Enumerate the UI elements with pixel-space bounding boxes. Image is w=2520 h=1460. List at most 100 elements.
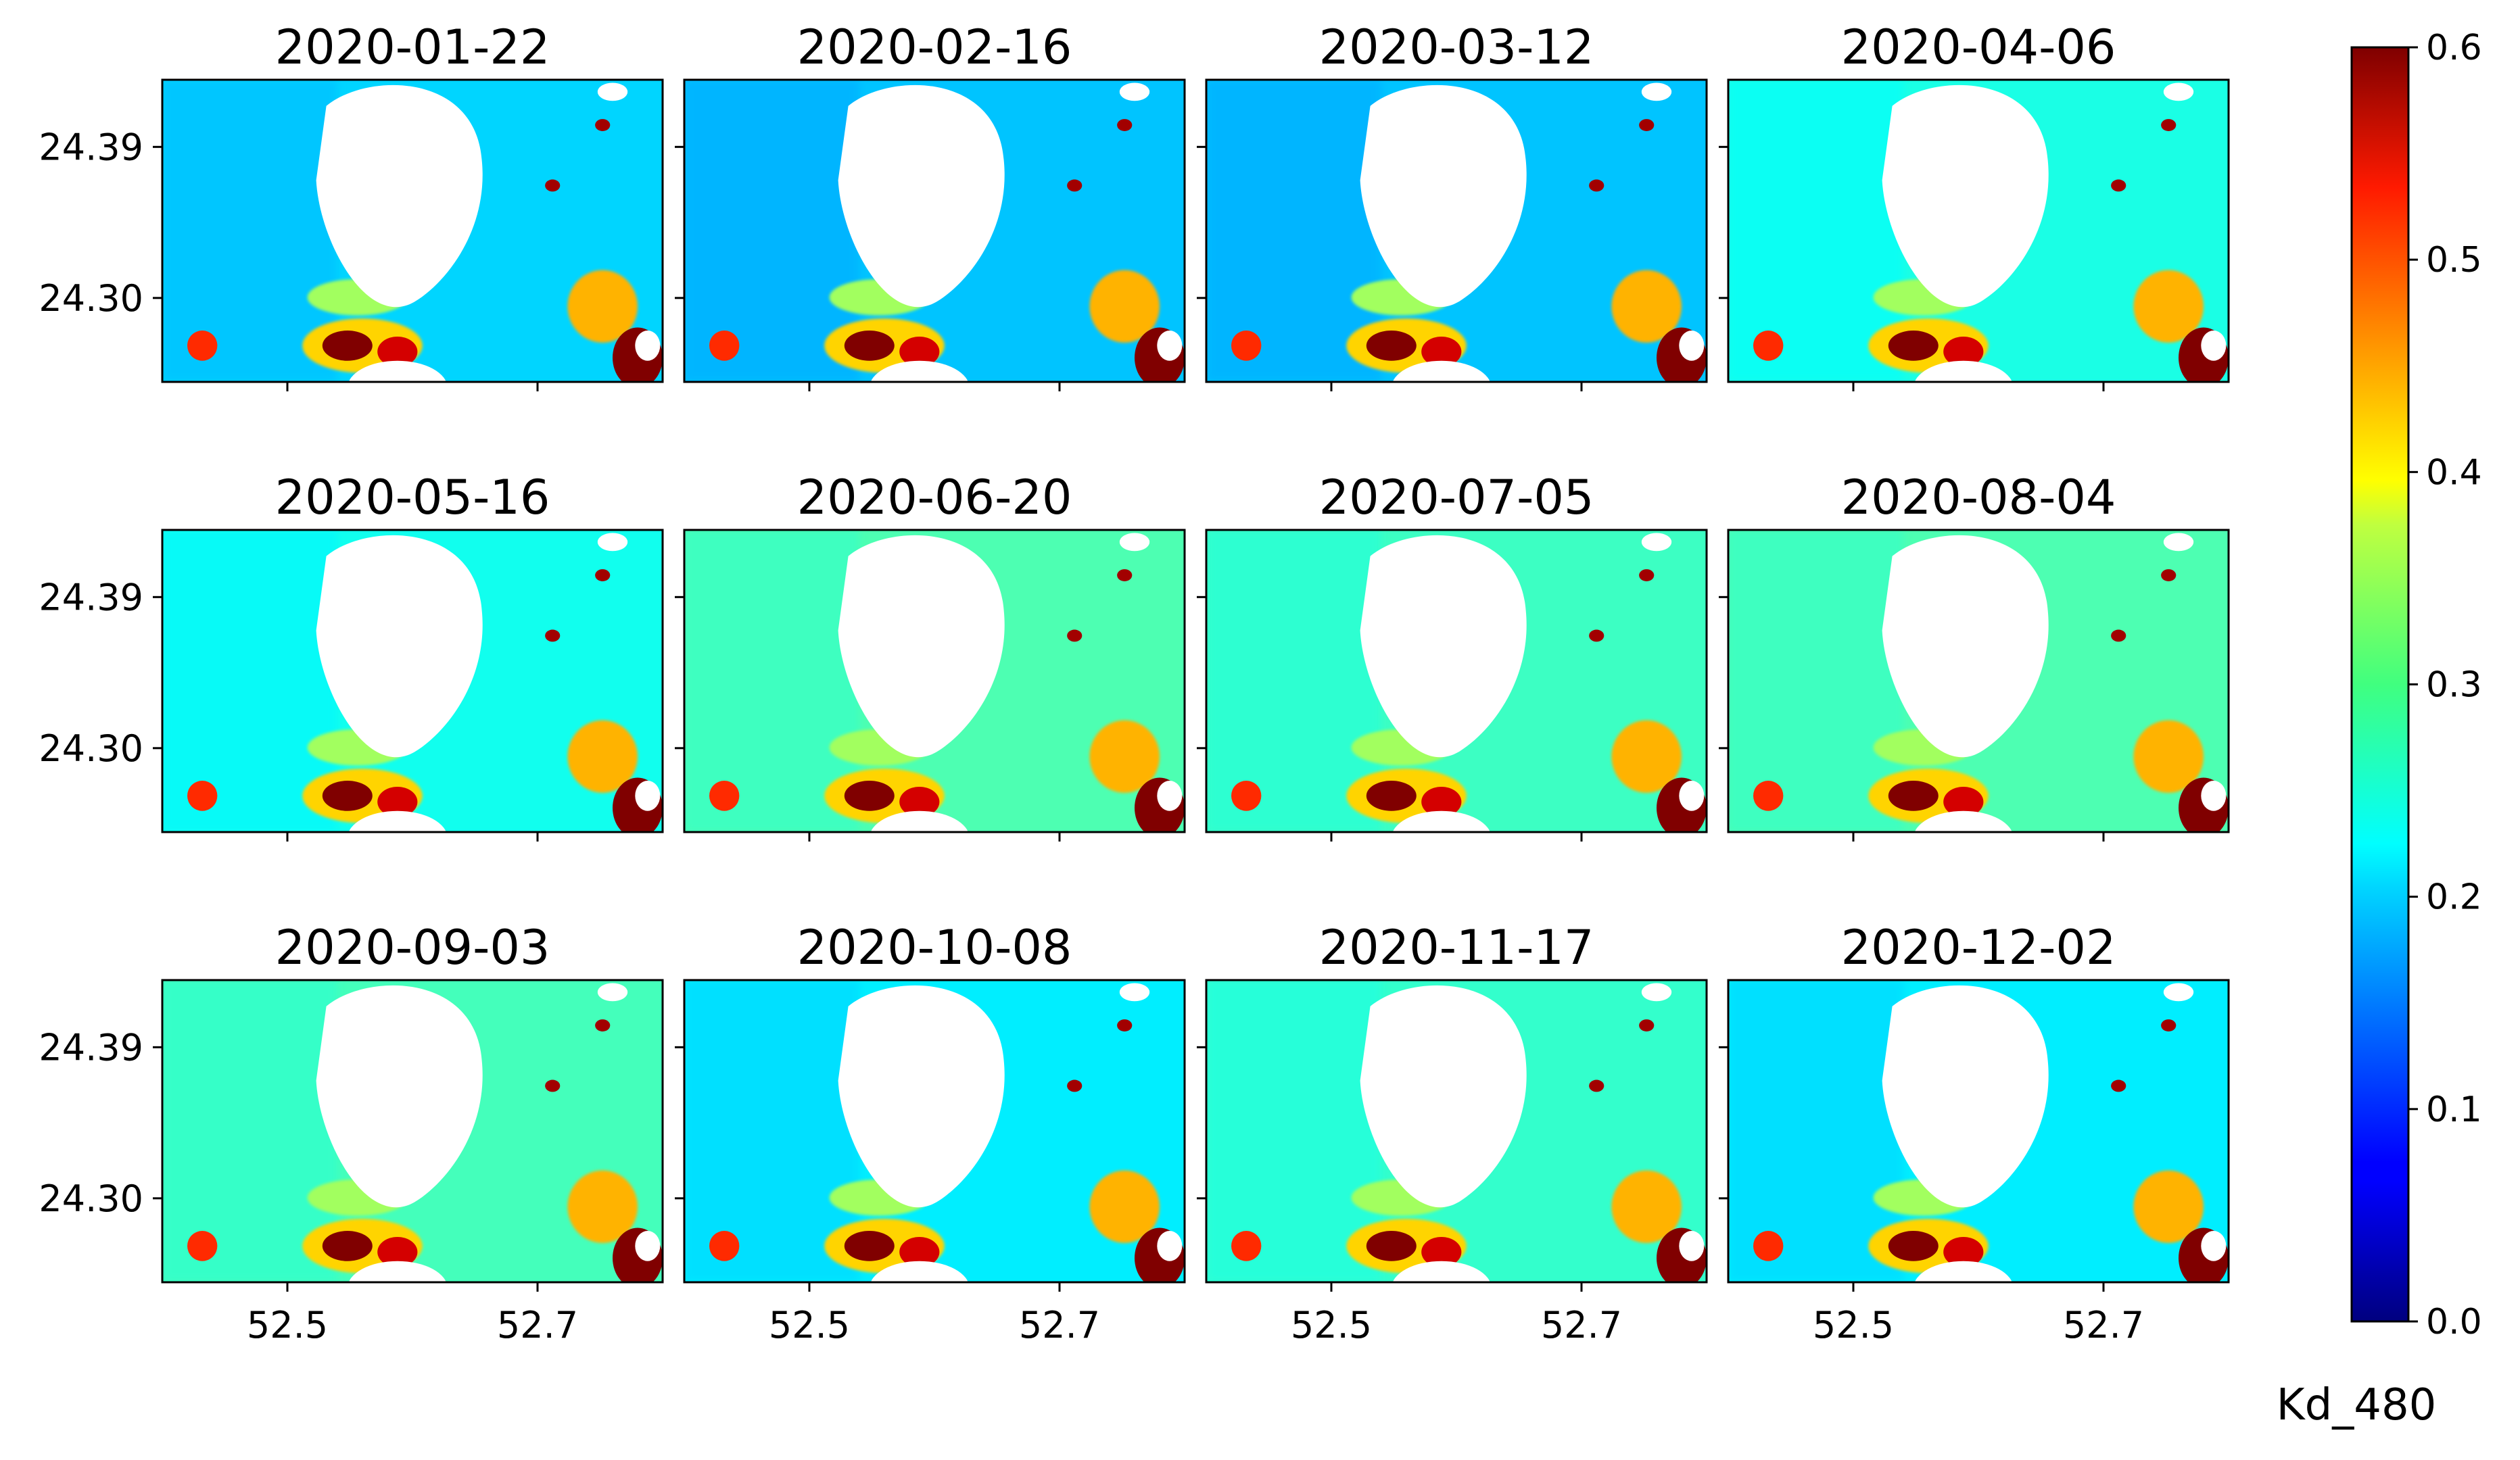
water-variation xyxy=(684,530,859,832)
panel-title: 2020-10-08 xyxy=(797,920,1072,975)
plume-east xyxy=(1089,270,1160,343)
island-land xyxy=(1360,985,1527,1208)
island-land xyxy=(316,535,483,758)
south-land xyxy=(1392,360,1490,382)
north-land xyxy=(1641,983,1672,1002)
plume-south-east xyxy=(377,1236,418,1267)
colorbar-tick-label: 0.6 xyxy=(2426,28,2482,68)
east-land xyxy=(1679,781,1705,811)
colorbar-tick-label: 0.0 xyxy=(2426,1302,2482,1342)
water-variation xyxy=(1728,80,1903,382)
map-panel-3: 2020-03-12 xyxy=(1197,20,1708,391)
panel-frame xyxy=(161,529,664,833)
shoal-spot-north xyxy=(1117,119,1133,131)
panel-title: 2020-04-06 xyxy=(1841,20,2116,75)
plume-south-core xyxy=(322,331,373,361)
colorbar-gradient xyxy=(2352,47,2408,1321)
map-panel-9: 2020-09-03 52.5 52.7 24.39 24.30 xyxy=(39,920,664,1346)
plume-south-core xyxy=(844,781,895,811)
east-land xyxy=(1679,1231,1705,1261)
south-land xyxy=(870,810,968,832)
north-land xyxy=(597,82,628,101)
shoal-spot xyxy=(1067,179,1083,192)
shoal-spot xyxy=(545,179,561,192)
panel-frame xyxy=(1727,979,2230,1284)
shoal-spot xyxy=(1589,179,1604,192)
plume-west xyxy=(1231,331,1262,361)
plume-south-east xyxy=(1943,336,1984,367)
plume-south-core xyxy=(1366,331,1417,361)
north-land xyxy=(1641,82,1672,101)
shoal-spot-north xyxy=(595,1019,611,1031)
plume-south-core xyxy=(844,331,895,361)
y-tick-label: 24.39 xyxy=(39,1026,143,1069)
water-variation xyxy=(162,980,337,1282)
map-panel-6: 2020-06-20 xyxy=(675,470,1186,842)
shoal-spot xyxy=(1067,1079,1083,1092)
x-tick-label: 52.7 xyxy=(1019,1304,1100,1346)
panel-frame xyxy=(683,979,1186,1284)
shoal-spot xyxy=(1589,629,1604,642)
island-land xyxy=(838,535,1005,758)
shoal-spot-north xyxy=(1639,569,1655,581)
north-land xyxy=(2163,983,2194,1002)
plume-west xyxy=(1753,331,1784,361)
plume-south-core xyxy=(1366,1231,1417,1261)
south-land xyxy=(870,1261,968,1282)
panel-frame xyxy=(683,529,1186,833)
shoal-spot-north xyxy=(1117,1019,1133,1031)
south-land xyxy=(1392,810,1490,832)
plume-south-core xyxy=(1888,331,1939,361)
plume-south-core xyxy=(844,1231,895,1261)
east-land xyxy=(2201,1231,2227,1261)
x-tick-label: 52.7 xyxy=(1541,1304,1622,1346)
colorbar-tick-label: 0.3 xyxy=(2426,665,2482,706)
plume-east xyxy=(2133,720,2204,793)
plume-south-east xyxy=(377,336,418,367)
plume-west xyxy=(1231,1231,1262,1261)
x-tick-label: 52.5 xyxy=(1291,1304,1372,1346)
x-tick-label: 52.5 xyxy=(769,1304,850,1346)
shoal-spot xyxy=(545,1079,561,1092)
plume-east xyxy=(1611,270,1682,343)
plume-west xyxy=(709,781,740,811)
panel-title: 2020-11-17 xyxy=(1319,920,1594,975)
shoal-spot-north xyxy=(595,119,611,131)
panel-frame xyxy=(683,78,1186,383)
panel-title: 2020-01-22 xyxy=(275,20,550,75)
panel-title: 2020-08-04 xyxy=(1841,470,2116,525)
shoal-spot-north xyxy=(1639,119,1655,131)
map-panel-8: 2020-08-04 xyxy=(1719,470,2230,842)
plume-south-east xyxy=(899,786,940,817)
island-land xyxy=(1360,84,1527,308)
east-land xyxy=(2201,781,2227,811)
map-panel-12: 2020-12-02 52.5 52.7 xyxy=(1719,920,2230,1346)
shoal-spot xyxy=(1589,1079,1604,1092)
south-land xyxy=(1914,810,2012,832)
water-variation xyxy=(162,530,337,832)
plume-south-core xyxy=(1888,781,1939,811)
shoal-spot xyxy=(545,629,561,642)
plume-east xyxy=(567,1170,638,1243)
plume-south-east xyxy=(899,336,940,367)
south-land xyxy=(1914,360,2012,382)
east-land xyxy=(1157,1231,1183,1261)
plume-south-east xyxy=(899,1236,940,1267)
south-land xyxy=(1914,1261,2012,1282)
island-land xyxy=(838,985,1005,1208)
island-land xyxy=(316,84,483,308)
water-variation xyxy=(1728,980,1903,1282)
island-land xyxy=(1882,535,2049,758)
y-tick-label: 24.30 xyxy=(39,277,143,320)
shoal-spot-north xyxy=(595,569,611,581)
north-land xyxy=(2163,533,2194,552)
plume-west xyxy=(709,331,740,361)
east-land xyxy=(2201,331,2227,361)
y-tick-label: 24.39 xyxy=(39,126,143,168)
north-land xyxy=(1641,533,1672,552)
panels-group: 2020-01-22 24.39 24.30 2020-02-16 2020-03-12… xyxy=(39,20,2230,1346)
panel-frame xyxy=(1727,78,2230,383)
south-land xyxy=(1392,1261,1490,1282)
island-land xyxy=(838,84,1005,308)
